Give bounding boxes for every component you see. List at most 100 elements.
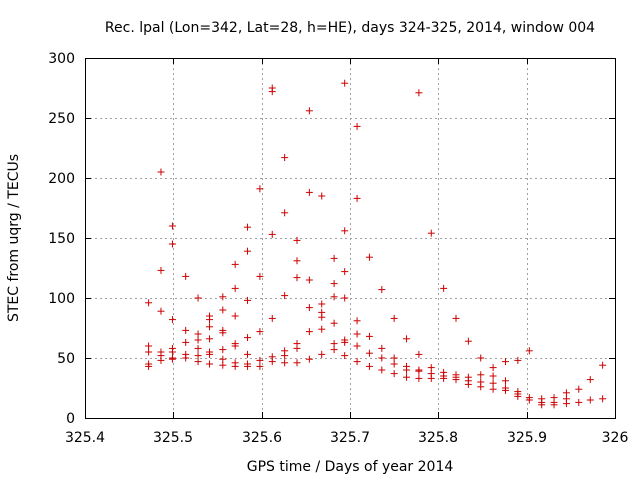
- data-point: [415, 374, 423, 382]
- data-point: [365, 332, 373, 340]
- y-tick-label: 0: [66, 411, 75, 427]
- data-point: [168, 222, 176, 230]
- axis-ticks: [85, 58, 616, 419]
- data-point: [427, 229, 435, 237]
- data-point: [427, 374, 435, 382]
- data-point: [415, 89, 423, 97]
- data-point: [219, 293, 227, 301]
- data-point: [305, 188, 313, 196]
- x-tick-label: 325.7: [330, 430, 370, 446]
- data-point: [206, 350, 214, 358]
- data-point: [501, 386, 509, 394]
- data-point: [353, 194, 361, 202]
- data-point: [514, 392, 522, 400]
- data-point: [194, 344, 202, 352]
- data-point: [318, 192, 326, 200]
- data-point: [489, 385, 497, 393]
- data-point: [168, 316, 176, 324]
- data-point: [365, 349, 373, 357]
- data-point: [256, 328, 264, 336]
- data-point: [562, 400, 570, 408]
- data-point: [145, 362, 153, 370]
- data-point: [145, 299, 153, 307]
- data-point: [145, 342, 153, 350]
- data-point: [525, 396, 533, 404]
- data-point: [390, 314, 398, 322]
- data-point: [501, 377, 509, 385]
- x-tick-label: 326: [602, 430, 629, 446]
- data-point: [378, 354, 386, 362]
- data-point: [157, 168, 165, 176]
- data-point: [145, 348, 153, 356]
- data-point: [244, 362, 252, 370]
- data-point: [231, 312, 239, 320]
- data-point: [599, 361, 607, 369]
- data-point: [219, 346, 227, 354]
- data-point: [330, 319, 338, 327]
- data-point: [231, 342, 239, 350]
- data-points: [145, 79, 607, 409]
- data-point: [268, 230, 276, 238]
- data-point: [231, 284, 239, 292]
- data-point: [219, 306, 227, 314]
- data-point: [353, 330, 361, 338]
- data-point: [168, 348, 176, 356]
- data-point: [550, 401, 558, 409]
- data-point: [341, 227, 349, 235]
- data-point: [244, 334, 252, 342]
- data-point: [293, 274, 301, 282]
- data-point: [489, 372, 497, 380]
- data-point: [452, 376, 460, 384]
- data-point: [194, 330, 202, 338]
- data-point: [305, 304, 313, 312]
- data-point: [182, 272, 190, 280]
- data-point: [365, 362, 373, 370]
- data-point: [464, 380, 472, 388]
- chart-title: Rec. lpal (Lon=342, Lat=28, h=HE), days …: [105, 20, 595, 36]
- x-axis-label: GPS time / Days of year 2014: [247, 459, 454, 475]
- data-point: [244, 350, 252, 358]
- data-point: [268, 88, 276, 96]
- data-point: [244, 223, 252, 231]
- data-point: [464, 337, 472, 345]
- data-point: [194, 358, 202, 366]
- x-tick-label: 325.5: [153, 430, 193, 446]
- tick-labels: 325.4 325.5 325.6 325.7 325.8 325.9 326 0 50 100 1…: [48, 51, 628, 446]
- data-point: [293, 344, 301, 352]
- data-point: [305, 276, 313, 284]
- data-point: [256, 362, 264, 370]
- data-point: [378, 286, 386, 294]
- data-point: [330, 280, 338, 288]
- data-point: [281, 209, 289, 217]
- x-tick-label: 325.8: [418, 430, 458, 446]
- y-tick-label: 100: [48, 291, 75, 307]
- y-tick-label: 200: [48, 171, 75, 187]
- data-point: [268, 314, 276, 322]
- data-point: [378, 344, 386, 352]
- data-point: [514, 356, 522, 364]
- data-point: [390, 354, 398, 362]
- data-point: [415, 350, 423, 358]
- data-point: [341, 268, 349, 276]
- y-axis-label: STEC from uqrg / TECUs: [6, 154, 22, 322]
- data-point: [390, 360, 398, 368]
- data-point: [575, 398, 583, 406]
- data-point: [194, 352, 202, 360]
- data-point: [538, 401, 546, 409]
- y-tick-label: 250: [48, 111, 75, 127]
- data-point: [231, 362, 239, 370]
- data-point: [501, 358, 509, 366]
- data-point: [182, 326, 190, 334]
- y-tick-label: 300: [48, 51, 75, 67]
- data-point: [194, 336, 202, 344]
- data-point: [305, 328, 313, 336]
- data-point: [365, 253, 373, 261]
- data-point: [157, 356, 165, 364]
- data-point: [268, 358, 276, 366]
- data-point: [599, 395, 607, 403]
- data-point: [318, 325, 326, 333]
- data-point: [403, 366, 411, 374]
- y-tick-label: 150: [48, 231, 75, 247]
- data-point: [206, 335, 214, 343]
- data-point: [168, 240, 176, 248]
